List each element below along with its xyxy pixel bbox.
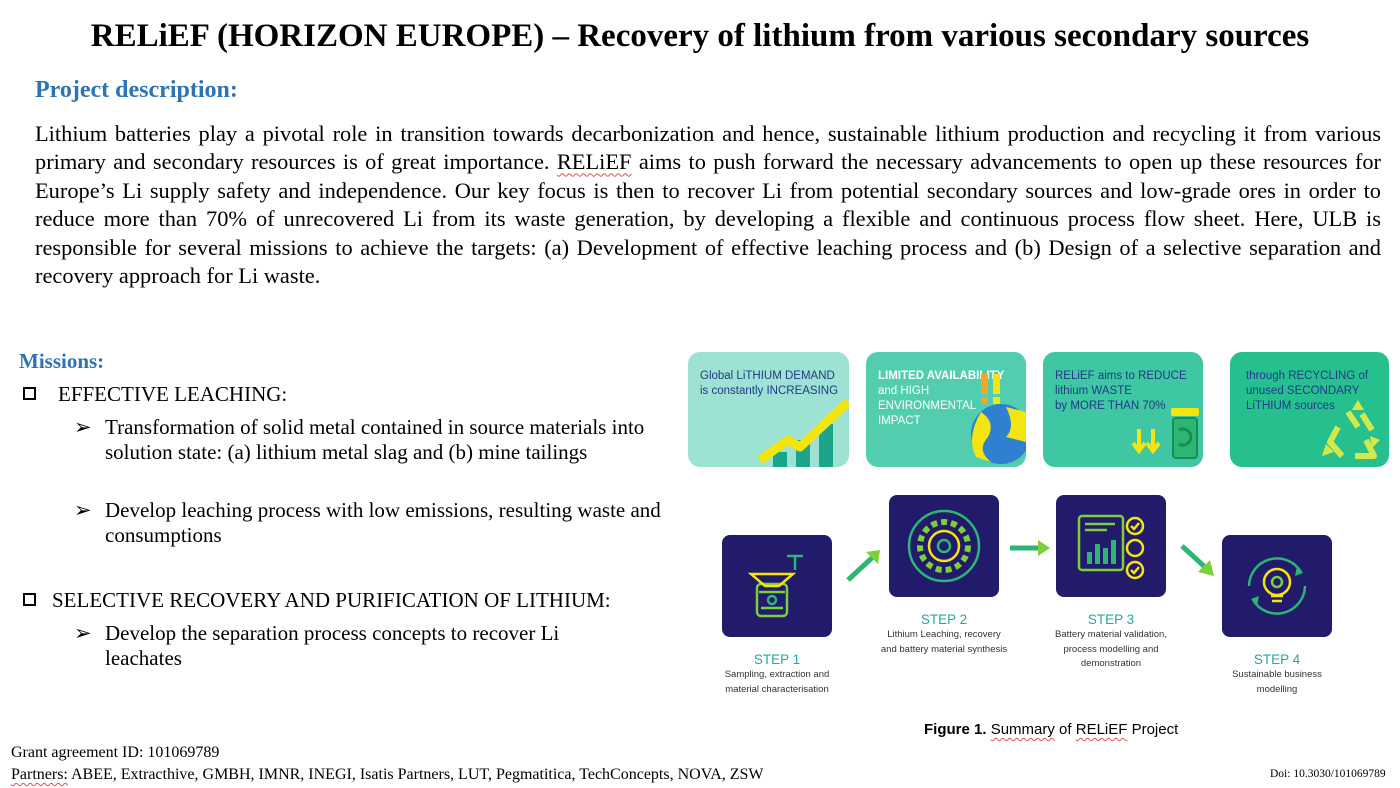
figure-card-availability: LIMITED AVAILABILITY and HIGH ENVIRONMEN… [866,352,1026,467]
arrow-step2-to-step3-icon [1010,540,1050,556]
caption-rest: Project [1127,721,1179,738]
card-line: IMPACT [878,415,921,427]
step-1-desc: Sampling, extraction and material charac… [697,668,857,697]
step-2-name: STEP 2 [920,612,968,627]
card-line: is constantly INCREASING [700,385,839,397]
step-3-name: STEP 3 [1087,612,1135,627]
card-line: Global LiTHIUM DEMAND [700,370,835,382]
recycle-icon [1322,400,1380,459]
mission-item-text: Develop the separation process concepts … [105,621,560,670]
step-desc-line: material characterisation [725,683,829,695]
card-line: LIMITED AVAILABILITY [878,370,1005,382]
caption-of: of [1054,721,1076,738]
caption-summary: Summary [990,721,1055,738]
mission-item-text: Develop leaching process with low emissi… [105,498,661,547]
step-2-box [889,495,999,597]
mission-item-text: Transformation of solid metal contained … [105,415,645,464]
card-text: LIMITED AVAILABILITY and HIGH ENVIRONMEN… [878,369,1026,429]
doi-reference: Doi: 10.3030/101069789 [1270,768,1386,780]
project-description-heading: Project description: [35,77,238,103]
partners-label: Partners: [11,766,68,783]
step-3-box [1056,495,1166,597]
figure-caption: Figure 1. Summary of RELiEF Project [924,721,1178,738]
arrow-step1-to-step2-icon [846,550,880,582]
step-desc-line: Lithium Leaching, recovery [887,629,1001,640]
gear-circle-icon [907,509,981,583]
card-line: through RECYCLING of [1246,370,1369,382]
waste-bin-icon [1131,408,1199,459]
step-desc-line: modelling [1256,683,1298,695]
step-4-desc: Sustainable business modelling [1197,668,1357,697]
mission-title: EFFECTIVE LEACHING: [58,382,288,406]
caption-project: RELiEF [1075,721,1128,738]
warning-globe-icon [971,374,1026,464]
figure-card-reduce: RELiEF aims to REDUCE lithium WASTE by M… [1043,352,1203,467]
step-desc-line: Sustainable business [1232,669,1322,680]
growth-chart-icon [757,398,849,467]
desc-text-2: aims to push forward the necessary advan… [35,149,1381,289]
mission-title: SELECTIVE RECOVERY AND PURIFICATION OF L… [52,588,611,612]
mission-item: ➢ Develop the separation process concepts… [74,621,634,671]
step-1-name: STEP 1 [753,652,801,667]
step-1-box [722,535,832,637]
card-line: and HIGH [878,385,930,397]
mission-item: ➢ Transformation of solid metal contained… [74,415,674,465]
mission-item: ➢ Develop leaching process with low emiss… [74,498,674,548]
figure-card-demand: Global LiTHIUM DEMAND is constantly INCR… [688,352,849,467]
step-desc-line: demonstration [1080,658,1142,669]
card-line: by MORE THAN 70% [1055,400,1166,412]
missions-heading: Missions: [19,349,105,373]
square-bullet-icon [23,593,36,606]
step-2-desc: Lithium Leaching, recovery and battery m… [864,628,1024,657]
arrow-bullet-icon: ➢ [74,415,92,439]
step-3-desc: Battery material validation, process mod… [1031,628,1191,672]
step-4-name: STEP 4 [1253,652,1301,667]
square-bullet-icon [23,387,36,400]
desc-text-1: Lithium batteries play a pivotal role in… [35,121,1381,175]
card-line: ENVIRONMENTAL [878,400,977,412]
desc-project-name: RELiEF [556,149,632,175]
card-line: unused SECONDARY [1246,385,1360,397]
lab-flask-icon [747,554,803,618]
card-line: lithium WASTE [1055,385,1132,397]
grant-agreement: Grant agreement ID: 101069789 [11,744,220,761]
card-text: Global LiTHIUM DEMAND is constantly INCR… [700,369,849,399]
step-desc-line: Battery material validation, [1055,629,1167,640]
arrow-bullet-icon: ➢ [74,621,92,645]
step-4-box [1222,535,1332,637]
card-text: RELiEF aims to REDUCE lithium WASTE by M… [1055,369,1203,414]
step-desc-line: process modelling and [1063,643,1159,655]
caption-label: Figure 1. [924,721,987,738]
step-desc-line: Sampling, extraction and [724,669,830,680]
figure-card-recycling: through RECYCLING of unused SECONDARY Li… [1230,352,1389,467]
project-description-body: Lithium batteries play a pivotal role in… [35,120,1381,290]
card-text: through RECYCLING of unused SECONDARY Li… [1246,369,1389,414]
partners-list: Partners: ABEE, Extracthive, GMBH, IMNR,… [11,766,764,784]
card-line: RELiEF aims to REDUCE [1055,370,1187,382]
mission-selective-recovery: SELECTIVE RECOVERY AND PURIFICATION OF L… [23,588,611,613]
step-desc-line: and battery material synthesis [880,643,1008,655]
dashboard-icon [1077,514,1145,580]
page-title: RELiEF (HORIZON EUROPE) – Recovery of li… [90,18,1310,54]
lightbulb-gear-icon [1247,557,1307,615]
arrow-step3-to-step4-icon [1180,544,1214,576]
mission-effective-leaching: EFFECTIVE LEACHING: [23,382,287,407]
card-line: LiTHIUM sources [1246,400,1335,412]
arrow-bullet-icon: ➢ [74,498,92,522]
partners-names: ABEE, Extracthive, GMBH, IMNR, INEGI, Is… [67,766,764,783]
